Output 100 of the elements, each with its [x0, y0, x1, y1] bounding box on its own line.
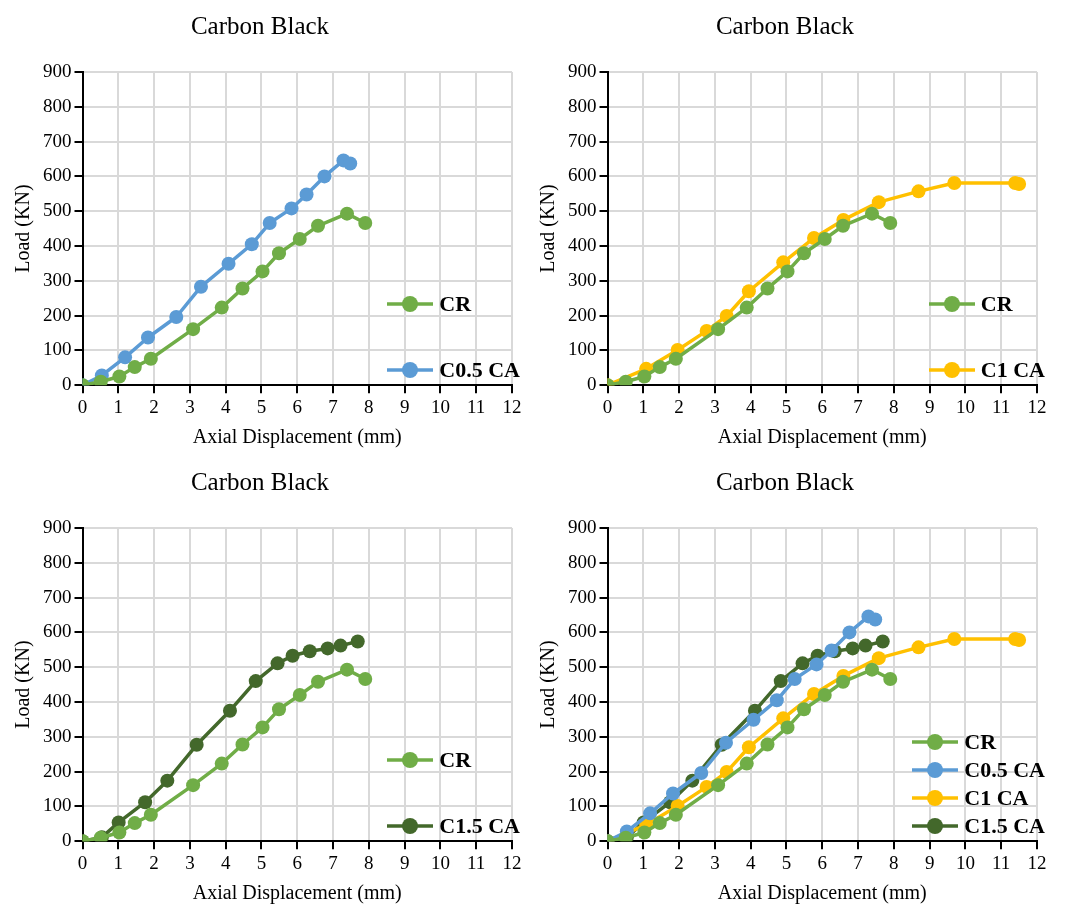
- x-tick-label: 2: [674, 851, 684, 873]
- point: [780, 720, 795, 735]
- x-tick-label: 10: [955, 851, 975, 873]
- x-tick-label: 7: [853, 851, 863, 873]
- point: [865, 662, 879, 677]
- x-tick-label: 9: [924, 851, 935, 873]
- point: [93, 374, 108, 386]
- x-tick-label: 3: [710, 851, 720, 873]
- point: [1012, 177, 1027, 192]
- point: [637, 825, 652, 840]
- point: [947, 632, 962, 647]
- x-tick-label: 2: [674, 395, 684, 417]
- x-tick-label: 11: [467, 395, 486, 417]
- x-tick-label: 0: [602, 395, 613, 417]
- legend-label: C0.5 CA: [964, 757, 1045, 784]
- point: [618, 374, 633, 386]
- y-tick-label: 200: [43, 303, 72, 325]
- point: [911, 184, 926, 199]
- point: [358, 216, 373, 231]
- point: [138, 795, 153, 810]
- y-tick-label: 500: [43, 655, 72, 677]
- point: [272, 246, 286, 261]
- point: [911, 640, 926, 655]
- chart-title: Carbon Black: [190, 11, 330, 39]
- point: [875, 634, 890, 649]
- point: [883, 216, 898, 231]
- x-axis-title: Axial Displacement (mm): [717, 881, 927, 905]
- y-tick-label: 600: [43, 620, 72, 642]
- y-tick-label: 600: [568, 164, 597, 186]
- y-tick-label: 800: [43, 94, 72, 116]
- point: [193, 279, 208, 294]
- x-tick-label: 1: [638, 851, 649, 873]
- y-tick-label: 100: [568, 338, 597, 360]
- legend-label: C1.5 CA: [964, 813, 1045, 840]
- x-tick-label: 4: [220, 395, 231, 417]
- x-tick-label: 9: [399, 395, 410, 417]
- x-tick-label: 5: [256, 395, 267, 417]
- y-axis-title: Load (KN): [11, 640, 35, 729]
- point: [817, 688, 832, 703]
- legend-label: CR: [439, 747, 472, 774]
- x-tick-label: 8: [889, 395, 899, 417]
- x-tick-label: 12: [1027, 395, 1047, 417]
- point: [845, 641, 860, 656]
- point: [320, 641, 335, 656]
- point: [739, 756, 754, 771]
- legend-label: C0.5 CA: [439, 357, 520, 384]
- legend-label: C1 CA: [964, 785, 1029, 812]
- point: [311, 674, 326, 689]
- point: [343, 156, 358, 171]
- point: [248, 674, 263, 689]
- x-tick-label: 1: [113, 851, 124, 873]
- x-tick-label: 3: [710, 395, 720, 417]
- point: [711, 322, 726, 337]
- x-tick-label: 12: [502, 395, 522, 417]
- y-axis-title: Load (KN): [536, 640, 560, 729]
- point: [746, 712, 761, 727]
- point: [311, 218, 326, 233]
- point: [871, 195, 886, 210]
- point: [739, 300, 754, 315]
- point: [285, 648, 300, 663]
- point: [299, 187, 314, 202]
- point: [214, 300, 229, 315]
- x-tick-label: 5: [781, 395, 792, 417]
- x-tick-label: 10: [955, 395, 975, 417]
- point: [836, 218, 851, 233]
- chart-title: Carbon Black: [190, 467, 330, 495]
- y-tick-label: 800: [568, 550, 597, 572]
- point: [769, 693, 784, 708]
- point: [694, 765, 709, 780]
- point: [214, 756, 229, 771]
- y-tick-label: 900: [43, 515, 72, 537]
- point: [858, 638, 873, 653]
- y-tick-label: 100: [43, 794, 72, 816]
- point: [186, 778, 201, 793]
- y-tick-label: 100: [568, 794, 597, 816]
- y-tick-label: 100: [43, 338, 72, 360]
- x-tick-label: 4: [220, 851, 231, 873]
- point: [795, 656, 810, 671]
- x-tick-label: 12: [502, 851, 522, 873]
- y-tick-label: 900: [568, 59, 597, 81]
- point: [186, 322, 201, 337]
- y-tick-label: 600: [568, 620, 597, 642]
- point: [235, 737, 250, 752]
- y-tick-label: 500: [568, 199, 597, 221]
- x-axis-title: Axial Displacement (mm): [192, 881, 402, 905]
- point: [865, 206, 879, 221]
- y-tick-label: 900: [568, 515, 597, 537]
- x-tick-label: 9: [924, 395, 935, 417]
- point: [741, 740, 756, 755]
- y-tick-label: 800: [568, 94, 597, 116]
- point: [292, 688, 307, 703]
- x-tick-label: 3: [185, 395, 195, 417]
- y-tick-label: 500: [43, 199, 72, 221]
- point: [652, 360, 667, 375]
- y-tick-label: 200: [43, 759, 72, 781]
- point: [112, 369, 127, 384]
- x-tick-label: 7: [328, 851, 338, 873]
- point: [718, 735, 733, 750]
- point: [272, 702, 286, 717]
- point: [668, 351, 683, 366]
